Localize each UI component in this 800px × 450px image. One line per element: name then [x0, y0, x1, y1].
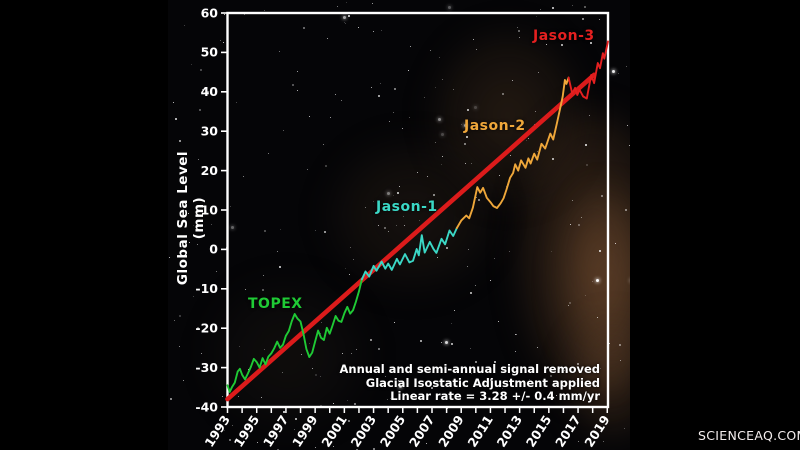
x-tick-label: 1999 — [289, 412, 321, 449]
series-line-jason-2 — [457, 78, 569, 229]
series-label-jason-1: Jason-1 — [376, 199, 438, 215]
y-axis-title: Global Sea Level (mm) — [175, 128, 207, 308]
screenshot-canvas: -40 -30 -20 -10 0 10 20 30 40 50 60 1993 1995 1997 199… — [0, 0, 800, 450]
annotation-line-1: Annual and semi-annual signal removed — [339, 363, 600, 377]
y-tick-label: 40 — [201, 84, 219, 99]
annotation-line-3: Linear rate = 3.28 +/- 0.4 mm/yr — [339, 390, 600, 404]
x-tick-label: 2017 — [552, 412, 584, 449]
x-tick-label: 2001 — [318, 412, 350, 449]
watermark: SCIENCEAQ.COM — [698, 428, 800, 443]
x-tick-label: 1995 — [231, 412, 263, 449]
y-tick-label: -30 — [195, 360, 218, 375]
x-tick-label: 1993 — [201, 412, 233, 449]
x-tick-label: 2009 — [435, 412, 467, 449]
series-label-jason-2: Jason-2 — [464, 118, 526, 134]
y-tick-label: 50 — [201, 45, 219, 60]
x-tick-label: 2011 — [464, 412, 496, 449]
trend-line — [228, 75, 595, 399]
series-label-jason-3: Jason-3 — [533, 28, 595, 44]
x-tick-label: 2005 — [377, 412, 409, 449]
y-tick-label: 0 — [209, 242, 218, 257]
x-tick-label: 2003 — [348, 412, 380, 449]
x-tick-label: 2007 — [406, 412, 438, 449]
chart-annotations: Annual and semi-annual signal removed Gl… — [339, 363, 600, 404]
x-tick-label: 2019 — [581, 412, 613, 449]
y-tick-label: -40 — [195, 399, 218, 414]
series-line-jason-3 — [569, 41, 608, 98]
y-tick-label: 60 — [201, 5, 219, 20]
x-tick-label: 2013 — [494, 412, 526, 449]
x-tick-label: 2015 — [523, 412, 555, 449]
y-tick-label: -20 — [195, 321, 218, 336]
series-label-topex: TOPEX — [248, 296, 303, 312]
x-tick-label: 1997 — [260, 412, 292, 449]
